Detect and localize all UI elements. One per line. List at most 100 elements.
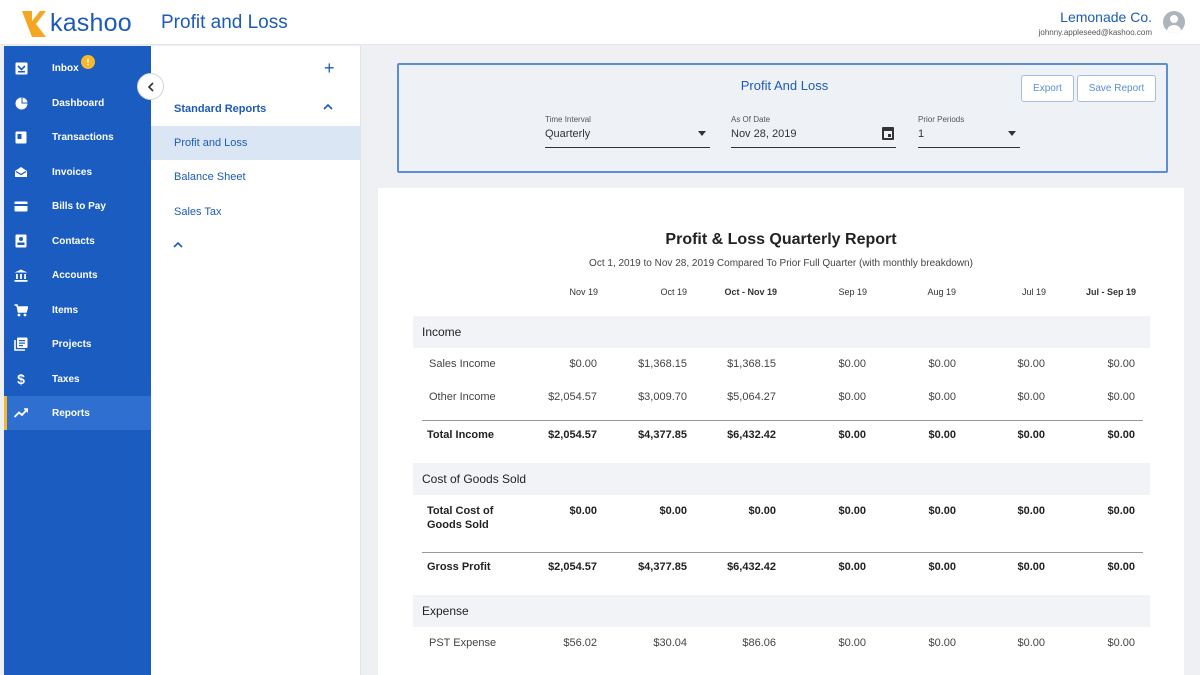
report-filter-card: Profit And Loss Export Save Report Time … (397, 63, 1168, 173)
column-header: Aug 19 (927, 287, 956, 297)
sidebar-item-label: Taxes (52, 373, 80, 385)
chevron-up-icon[interactable] (173, 239, 183, 251)
table-cell[interactable]: $0.00 (838, 637, 866, 649)
dropdown-caret-icon (698, 131, 706, 136)
table-cell[interactable]: $3,009.70 (638, 391, 687, 403)
table-cell[interactable]: $5,064.27 (727, 391, 776, 403)
table-cell: $0.00 (928, 429, 956, 441)
account-info[interactable]: Lemonade Co. johnny.appleseed@kashoo.com (1039, 9, 1152, 37)
table-cell[interactable]: $0.00 (928, 391, 956, 403)
add-report-button[interactable]: + (324, 58, 335, 78)
column-header: Nov 19 (569, 287, 598, 297)
section-header-cogs: Cost of Goods Sold (413, 463, 1150, 495)
bank-icon (14, 268, 28, 282)
table-cell[interactable]: $0.00 (1107, 391, 1135, 403)
table-cell[interactable]: $0.00 (1017, 637, 1045, 649)
time-interval-select[interactable]: Time Interval Quarterly (545, 115, 710, 148)
cart-icon (14, 303, 28, 317)
sidebar-item-bills[interactable]: Bills to Pay (4, 189, 151, 223)
contacts-icon (14, 234, 28, 248)
sidebar-item-contacts[interactable]: Contacts (4, 224, 151, 258)
report-item-profit-and-loss[interactable]: Profit and Loss (151, 126, 360, 160)
sidebar-item-items[interactable]: Items (4, 293, 151, 327)
chevron-up-icon[interactable] (323, 101, 333, 113)
table-cell[interactable]: $0.00 (1017, 391, 1045, 403)
sidebar-item-label: Bills to Pay (52, 200, 106, 212)
company-name: Lemonade Co. (1060, 9, 1152, 25)
row-label-other-income: Other Income (429, 391, 496, 403)
table-cell[interactable]: $0.00 (928, 637, 956, 649)
inbox-icon (14, 61, 28, 75)
table-cell[interactable]: $30.04 (653, 637, 687, 649)
table-cell: $0.00 (1107, 429, 1135, 441)
table-cell[interactable]: $0.00 (928, 358, 956, 370)
standard-reports-header[interactable]: Standard Reports (174, 103, 267, 115)
table-cell[interactable]: $0.00 (1107, 358, 1135, 370)
sidebar-item-inbox[interactable]: Inbox ! (4, 51, 151, 85)
sidebar-item-invoices[interactable]: Invoices (4, 155, 151, 189)
bills-icon (14, 199, 28, 213)
save-report-button[interactable]: Save Report (1077, 75, 1156, 102)
kashoo-logo-icon (22, 10, 46, 37)
sidebar-item-reports[interactable]: Reports (4, 396, 151, 430)
column-header: Sep 19 (838, 287, 867, 297)
account-email: johnny.appleseed@kashoo.com (1038, 28, 1152, 37)
projects-icon (14, 337, 28, 351)
brand-name: kashoo (50, 9, 132, 37)
dropdown-caret-icon (1008, 131, 1016, 136)
sidebar-item-taxes[interactable]: $ Taxes (4, 362, 151, 396)
sidebar-item-dashboard[interactable]: Dashboard (4, 86, 151, 120)
report-item-balance-sheet[interactable]: Balance Sheet (174, 171, 246, 183)
dollar-icon: $ (17, 371, 25, 387)
row-label-sales-income: Sales Income (429, 358, 496, 370)
table-cell: $0.00 (748, 505, 776, 517)
sidebar-item-label: Transactions (52, 131, 114, 143)
report-subtitle: Oct 1, 2019 to Nov 28, 2019 Compared To … (589, 258, 973, 269)
as-of-date-label: As Of Date (731, 115, 771, 124)
table-cell[interactable]: $1,368.15 (638, 358, 687, 370)
table-cell: $6,432.42 (727, 429, 776, 441)
sidebar-item-label: Accounts (52, 269, 98, 281)
table-cell[interactable]: $0.00 (1017, 358, 1045, 370)
row-label-total-income: Total Income (427, 429, 495, 441)
table-cell[interactable]: $0.00 (569, 358, 597, 370)
export-button[interactable]: Export (1021, 75, 1074, 102)
page-title: Profit and Loss (161, 12, 288, 33)
collapse-sidebar-button[interactable] (137, 73, 164, 100)
section-header-expense: Expense (413, 595, 1150, 627)
table-cell: $4,377.85 (638, 429, 687, 441)
table-cell[interactable]: $2,054.57 (548, 391, 597, 403)
prior-periods-label: Prior Periods (918, 115, 965, 124)
table-cell: $4,377.85 (638, 561, 687, 573)
report-item-sales-tax[interactable]: Sales Tax (174, 206, 222, 218)
time-interval-value: Quarterly (545, 128, 591, 140)
as-of-date-field[interactable]: As Of Date Nov 28, 2019 (731, 115, 896, 148)
sidebar-item-projects[interactable]: Projects (4, 327, 151, 361)
sidebar-item-label: Reports (52, 407, 90, 419)
sidebar-item-accounts[interactable]: Accounts (4, 258, 151, 292)
time-interval-label: Time Interval (545, 115, 591, 124)
report-card: Profit & Loss Quarterly Report Oct 1, 20… (378, 188, 1184, 675)
table-cell[interactable]: $86.06 (742, 637, 776, 649)
prior-periods-value: 1 (918, 128, 925, 140)
table-cell[interactable]: $1,368.15 (727, 358, 776, 370)
calendar-icon[interactable] (882, 127, 894, 140)
prior-periods-select[interactable]: Prior Periods 1 (918, 115, 1020, 148)
kashoo-logo[interactable]: kashoo (22, 9, 132, 38)
column-header: Oct 19 (660, 287, 687, 297)
table-cell: $2,054.57 (548, 561, 597, 573)
reports-panel: + Standard Reports Profit and Loss Balan… (151, 46, 361, 675)
table-cell[interactable]: $0.00 (1107, 637, 1135, 649)
notification-badge: ! (81, 55, 95, 69)
top-bar: kashoo Profit and Loss Lemonade Co. john… (0, 0, 1200, 45)
table-cell[interactable]: $0.00 (838, 358, 866, 370)
table-cell[interactable]: $0.00 (838, 391, 866, 403)
table-cell[interactable]: $56.02 (563, 637, 597, 649)
sidebar-item-label: Dashboard (52, 97, 105, 109)
divider (422, 420, 1143, 421)
row-label-pst-expense: PST Expense (429, 637, 497, 649)
sidebar-item-label: Items (52, 304, 79, 316)
avatar[interactable] (1163, 11, 1185, 33)
table-cell: $0.00 (838, 429, 866, 441)
sidebar-item-transactions[interactable]: Transactions (4, 120, 151, 154)
